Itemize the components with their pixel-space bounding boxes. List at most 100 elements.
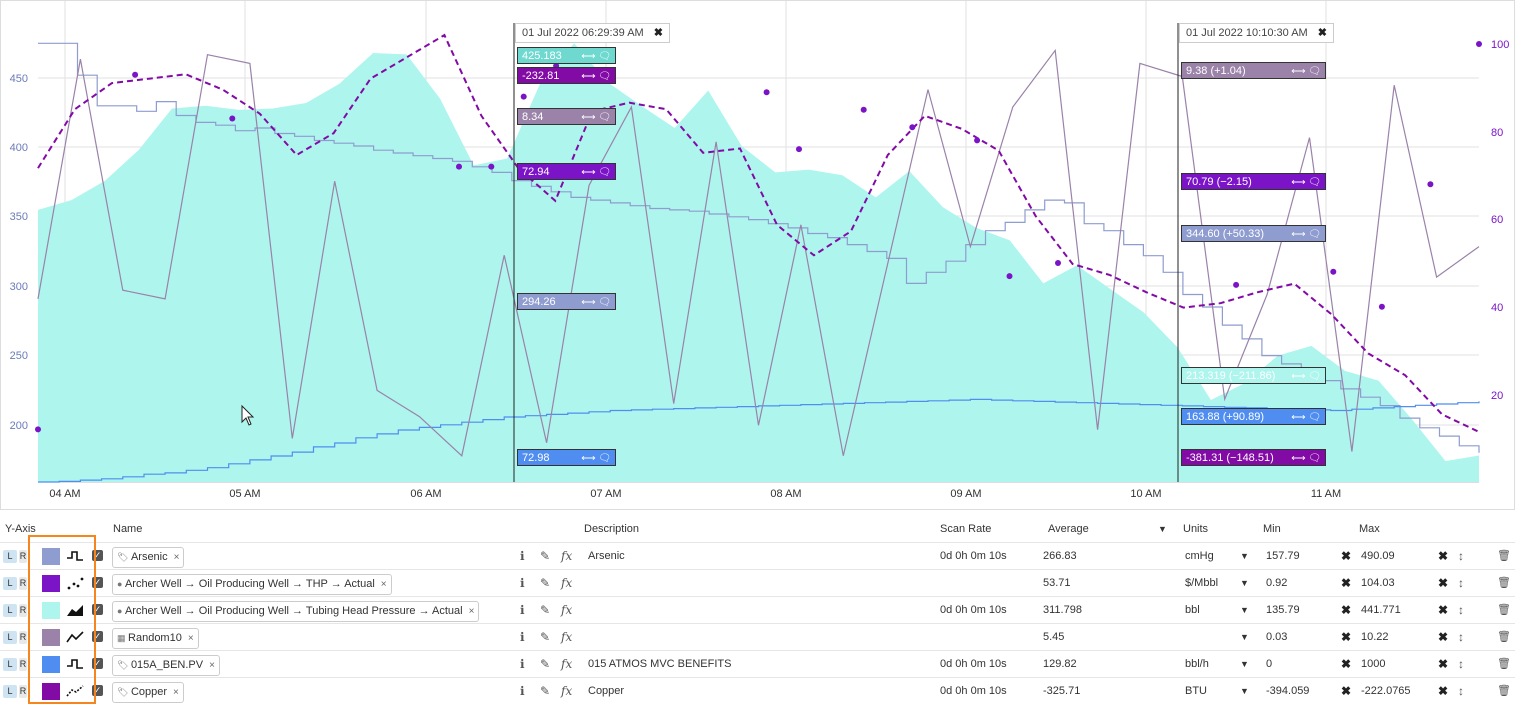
chart-plot[interactable]: 04 AM 05 AM 06 AM 07 AM 08 AM 09 AM 10 AM 11 AM… xyxy=(1,1,1515,511)
series-name-tag[interactable]: ● Archer Well → Oil Producing Well → Tub… xyxy=(112,601,480,622)
formula-icon[interactable]: fx xyxy=(561,684,573,698)
units-value[interactable]: bbl/h xyxy=(1185,658,1209,670)
series-color-swatch[interactable] xyxy=(42,629,60,646)
header-units[interactable]: Units xyxy=(1183,523,1209,535)
series-type-step-icon[interactable] xyxy=(66,549,84,563)
header-name[interactable]: Name xyxy=(113,523,143,535)
units-dropdown-icon[interactable]: ▼ xyxy=(1240,551,1249,561)
min-value[interactable]: -394.059 xyxy=(1266,685,1310,697)
reorder-icon[interactable]: ↕ xyxy=(1458,603,1464,617)
label-action-icons[interactable]: ⟷ 🗨 xyxy=(581,51,611,62)
clear-min-icon[interactable]: ✖ xyxy=(1341,684,1352,698)
label-action-icons[interactable]: ⟷ 🗨 xyxy=(581,297,611,308)
min-value[interactable]: 0.03 xyxy=(1266,631,1288,643)
series-name-tag[interactable]: ● Archer Well → Oil Producing Well → THP… xyxy=(112,574,392,595)
series-name-tag[interactable]: 🏷 015A_BEN.PV × xyxy=(112,655,220,676)
cursor-value-label[interactable]: 425.183 ⟷ 🗨 xyxy=(517,47,616,64)
header-average[interactable]: Average xyxy=(1048,523,1089,535)
series-color-swatch[interactable] xyxy=(42,575,60,592)
reorder-icon[interactable]: ↕ xyxy=(1458,549,1464,563)
clear-max-icon[interactable]: ✖ xyxy=(1438,603,1449,617)
header-description[interactable]: Description xyxy=(584,523,640,535)
axis-left-button[interactable]: L xyxy=(3,577,17,590)
axis-right-button[interactable]: R xyxy=(19,604,27,617)
cursor-value-label[interactable]: 70.79 (−2.15) ⟷ 🗨 xyxy=(1181,173,1326,190)
label-action-icons[interactable]: ⟷ 🗨 xyxy=(581,71,611,82)
delete-icon[interactable]: 🗑 xyxy=(1497,658,1511,670)
delete-icon[interactable]: 🗑 xyxy=(1497,685,1511,697)
formula-icon[interactable]: fx xyxy=(561,603,573,617)
units-dropdown-icon[interactable]: ▼ xyxy=(1240,632,1249,642)
cursor-value-label[interactable]: 294.26 ⟷ 🗨 xyxy=(517,293,616,310)
label-action-icons[interactable]: ⟷ 🗨 xyxy=(581,453,611,464)
units-dropdown-icon[interactable]: ▼ xyxy=(1240,578,1249,588)
label-action-icons[interactable]: ⟷ 🗨 xyxy=(1291,229,1321,240)
cursor-value-label[interactable]: 72.94 ⟷ 🗨 xyxy=(517,163,616,180)
info-icon[interactable]: ℹ xyxy=(520,630,525,644)
label-action-icons[interactable]: ⟷ 🗨 xyxy=(1291,453,1321,464)
axis-left-button[interactable]: L xyxy=(3,658,17,671)
max-value[interactable]: -222.0765 xyxy=(1361,685,1411,697)
axis-left-button[interactable]: L xyxy=(3,685,17,698)
series-name-tag[interactable]: ▦ Random10 × xyxy=(112,628,199,649)
label-action-icons[interactable]: ⟷ 🗨 xyxy=(1291,371,1321,382)
clear-min-icon[interactable]: ✖ xyxy=(1341,549,1352,563)
reorder-icon[interactable]: ↕ xyxy=(1458,657,1464,671)
max-value[interactable]: 490.09 xyxy=(1361,550,1395,562)
header-max[interactable]: Max xyxy=(1359,523,1380,535)
axis-right-button[interactable]: R xyxy=(19,631,27,644)
max-value[interactable]: 10.22 xyxy=(1361,631,1389,643)
series-color-swatch[interactable] xyxy=(42,602,60,619)
formula-icon[interactable]: fx xyxy=(561,549,573,563)
clear-min-icon[interactable]: ✖ xyxy=(1341,603,1352,617)
cursor-timestamp[interactable]: 01 Jul 2022 06:29:39 AM ✖ xyxy=(515,23,670,43)
header-min[interactable]: Min xyxy=(1263,523,1281,535)
clear-max-icon[interactable]: ✖ xyxy=(1438,630,1449,644)
delete-icon[interactable]: 🗑 xyxy=(1497,550,1511,562)
edit-icon[interactable]: ✎ xyxy=(540,603,551,617)
units-dropdown-icon[interactable]: ▼ xyxy=(1240,686,1249,696)
units-dropdown-icon[interactable]: ▼ xyxy=(1240,659,1249,669)
max-value[interactable]: 441.771 xyxy=(1361,604,1401,616)
label-action-icons[interactable]: ⟷ 🗨 xyxy=(1291,412,1321,423)
axis-right-button[interactable]: R xyxy=(19,577,27,590)
cursor-value-label[interactable]: -232.81 ⟷ 🗨 xyxy=(517,67,616,84)
edit-icon[interactable]: ✎ xyxy=(540,630,551,644)
clear-min-icon[interactable]: ✖ xyxy=(1341,576,1352,590)
series-name-tag[interactable]: 🏷 Copper × xyxy=(112,682,184,703)
edit-icon[interactable]: ✎ xyxy=(540,684,551,698)
clear-min-icon[interactable]: ✖ xyxy=(1341,630,1352,644)
info-icon[interactable]: ℹ xyxy=(520,576,525,590)
formula-icon[interactable]: fx xyxy=(561,657,573,671)
series-color-swatch[interactable] xyxy=(42,656,60,673)
remove-tag-icon[interactable]: × xyxy=(187,633,194,644)
header-scan-rate[interactable]: Scan Rate xyxy=(940,523,992,535)
reorder-icon[interactable]: ↕ xyxy=(1458,630,1464,644)
series-type-step-icon[interactable] xyxy=(66,657,84,671)
remove-tag-icon[interactable]: × xyxy=(468,606,475,617)
cursor-value-label[interactable]: 9.38 (+1.04) ⟷ 🗨 xyxy=(1181,62,1326,79)
remove-tag-icon[interactable]: × xyxy=(173,552,180,563)
axis-left-button[interactable]: L xyxy=(3,550,17,563)
series-name-tag[interactable]: 🏷 Arsenic × xyxy=(112,547,185,568)
units-value[interactable]: cmHg xyxy=(1185,550,1214,562)
units-dropdown-icon[interactable]: ▼ xyxy=(1240,605,1249,615)
remove-tag-icon[interactable]: × xyxy=(173,687,179,698)
units-value[interactable]: bbl xyxy=(1185,604,1200,616)
visible-checkbox[interactable]: ✓ xyxy=(92,658,103,669)
cursor-value-label[interactable]: 344.60 (+50.33) ⟷ 🗨 xyxy=(1181,225,1326,242)
label-action-icons[interactable]: ⟷ 🗨 xyxy=(1291,177,1321,188)
remove-tag-icon[interactable]: × xyxy=(209,660,215,671)
sort-arrow-icon[interactable]: ▼ xyxy=(1158,524,1167,534)
visible-checkbox[interactable]: ✓ xyxy=(92,577,103,588)
edit-icon[interactable]: ✎ xyxy=(540,549,551,563)
clear-max-icon[interactable]: ✖ xyxy=(1438,684,1449,698)
units-value[interactable]: BTU xyxy=(1185,685,1207,697)
edit-icon[interactable]: ✎ xyxy=(540,576,551,590)
reorder-icon[interactable]: ↕ xyxy=(1458,576,1464,590)
delete-icon[interactable]: 🗑 xyxy=(1497,577,1511,589)
label-action-icons[interactable]: ⟷ 🗨 xyxy=(1291,66,1321,77)
min-value[interactable]: 157.79 xyxy=(1266,550,1300,562)
units-value[interactable]: $/Mbbl xyxy=(1185,577,1219,589)
edit-icon[interactable]: ✎ xyxy=(540,657,551,671)
